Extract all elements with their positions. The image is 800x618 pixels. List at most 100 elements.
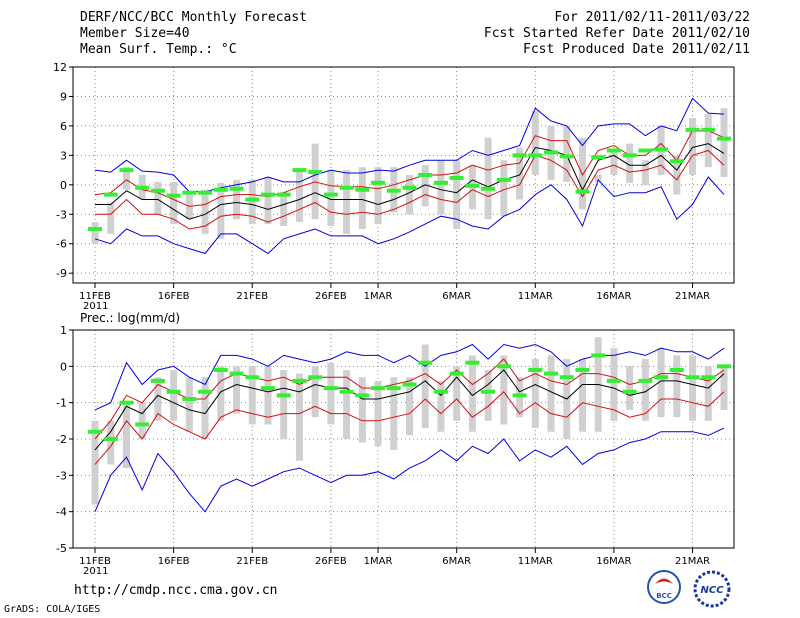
ensemble-mean-mark [669,159,684,164]
ensemble-mean-mark [292,378,307,383]
spread-bar [484,137,492,220]
ensemble-mean-mark [198,389,213,394]
spread-bar [311,366,319,418]
spread-bar [91,222,99,244]
ensemble-mean-mark [339,389,354,394]
spread-bar [154,181,162,215]
spread-bar [720,108,728,177]
spread-bar [122,167,130,190]
bcc-logo: BCC [647,570,681,604]
ensemble-mean-mark [119,168,134,173]
ensemble-mean-mark [418,360,433,365]
ensemble-mean-mark [308,375,323,380]
ensemble-mean-mark [88,429,102,434]
ncc-logo: NCC [693,570,731,608]
spread-bar [453,160,461,229]
spread-bar [343,170,351,234]
q25-line [95,149,725,230]
source-url[interactable]: http://cmdp.ncc.cma.gov.cn [74,583,278,598]
y-tick-label: -3 [56,208,67,221]
plot-frame [72,66,735,284]
x-tick-label: 2011 [83,566,108,577]
spread-bar [689,355,697,421]
ensemble-mean-mark [355,187,370,192]
ensemble-mean-mark [622,389,637,394]
x-tick-label: 6MAR [442,291,471,302]
ensemble-mean-mark [559,154,574,159]
ensemble-mean-mark [150,188,165,193]
ensemble-mean-mark [701,375,716,380]
spread-bar [453,366,461,421]
spread-bar [437,160,445,215]
ensemble-mean-mark [512,153,527,158]
ncc-logo-text: NCC [700,585,724,596]
ensemble-mean-mark [182,397,197,402]
ensemble-mean-mark [591,155,606,160]
y-tick-label: -1 [56,397,67,410]
x-tick-label: 21MAR [675,291,710,302]
spread-bar [170,369,178,421]
spread-bar [689,118,697,175]
ensemble-mean-mark [386,188,401,193]
spread-bar [610,150,618,175]
spread-bar [343,369,351,439]
x-tick-label: 21FEB [236,556,268,567]
spread-bar [468,355,476,432]
y-tick-label: 3 [60,149,67,162]
y-tick-label: 9 [60,90,67,103]
ensemble-mean-mark [103,437,118,441]
spread-bar [295,373,303,461]
ensemble-mean-mark [654,375,669,380]
ensemble-mean-mark [559,375,574,380]
spread-bar [154,377,162,421]
spread-bar [358,377,366,443]
spread-bar [563,125,571,182]
ensemble-mean-mark [323,386,338,391]
prec-panel-title: Prec.: log(mm/d) [80,311,180,325]
ensemble-mean-mark [323,192,338,197]
ensemble-mean-mark [245,375,260,380]
spread-bar [673,155,681,195]
spread-bar [406,175,413,215]
ensemble-mean-mark [481,186,496,191]
x-tick-label: 1MAR [364,556,393,567]
ensemble-mean-mark [198,190,213,195]
spread-bar [531,359,539,429]
spread-bar [406,377,413,436]
variable-label: Mean Surf. Temp.: °C [80,42,237,57]
y-tick-label: -9 [56,267,67,280]
ensemble-mean-mark [449,175,464,180]
figure-title: DERF/NCC/BCC Monthly Forecast [80,10,307,25]
x-tick-label: 21MAR [675,556,710,567]
spread-bar [374,167,382,225]
ensemble-mean-mark [465,183,480,188]
ensemble-mean-mark [402,185,417,190]
ensemble-mean-mark [528,367,543,372]
spread-bar [201,377,209,439]
y-tick-label: 1 [60,324,67,337]
ensemble-mean-mark [465,360,480,365]
ensemble-mean-mark [544,371,559,376]
spread-bar [484,369,492,421]
ensemble-mean-mark [371,386,386,391]
ensemble-mean-mark [339,185,354,190]
x-tick-label: 16MAR [596,556,631,567]
ensemble-mean-mark [669,367,684,372]
spread-bar [311,143,319,220]
x-tick-label: 21FEB [236,291,268,302]
ensemble-mean-mark [449,371,464,376]
spread-bar [641,160,649,185]
x-tick-label: 11MAR [518,291,553,302]
spread-bar [720,366,728,410]
bcc-logo-swoosh [655,578,673,584]
spread-bar [201,189,209,234]
ensemble-mean-mark [638,148,653,153]
x-tick-label: 16FEB [158,291,190,302]
ensemble-mean-mark [402,382,417,387]
y-tick-label: -5 [56,542,67,555]
ensemble-mean-mark [544,150,559,155]
ensemble-mean-mark [213,367,228,372]
bcc-logo-ring [647,570,681,604]
